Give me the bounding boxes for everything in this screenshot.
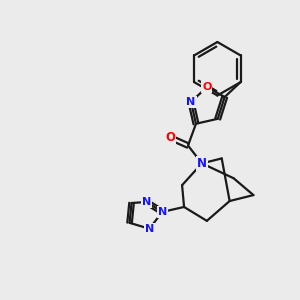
Text: O: O <box>165 131 175 144</box>
Text: N: N <box>145 224 154 234</box>
Text: O: O <box>202 82 212 92</box>
Text: N: N <box>197 157 207 170</box>
Text: N: N <box>142 197 151 207</box>
Text: N: N <box>158 207 167 217</box>
Text: N: N <box>186 97 196 107</box>
